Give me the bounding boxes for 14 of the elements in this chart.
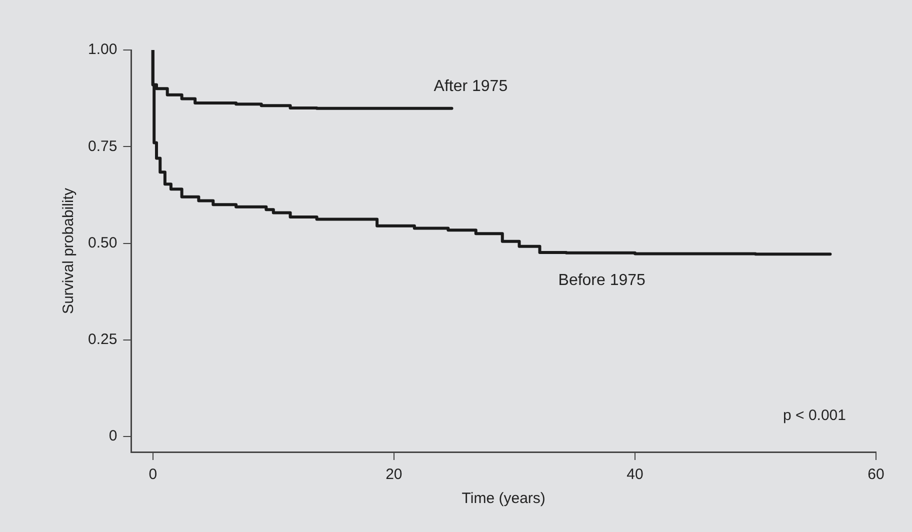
x-tick-label: 60 (868, 466, 884, 484)
y-tick-label: 0.25 (88, 331, 118, 348)
x-axis-title: Time (years) (462, 490, 546, 508)
y-tick-label: 0 (108, 428, 118, 445)
y-axis-title: Survival probability (60, 188, 78, 314)
y-tick-label: 0.75 (88, 138, 118, 155)
y-tick-label: 0.50 (88, 234, 118, 252)
series-label: Before 1975 (558, 272, 646, 289)
x-tick-label: 0 (148, 466, 158, 484)
x-tick-label: 40 (626, 466, 644, 484)
y-tick-label: 1.00 (88, 41, 118, 58)
annotation: p < 0.001 (783, 407, 846, 424)
x-tick-label: 20 (386, 466, 402, 484)
series-label: After 1975 (434, 78, 508, 95)
